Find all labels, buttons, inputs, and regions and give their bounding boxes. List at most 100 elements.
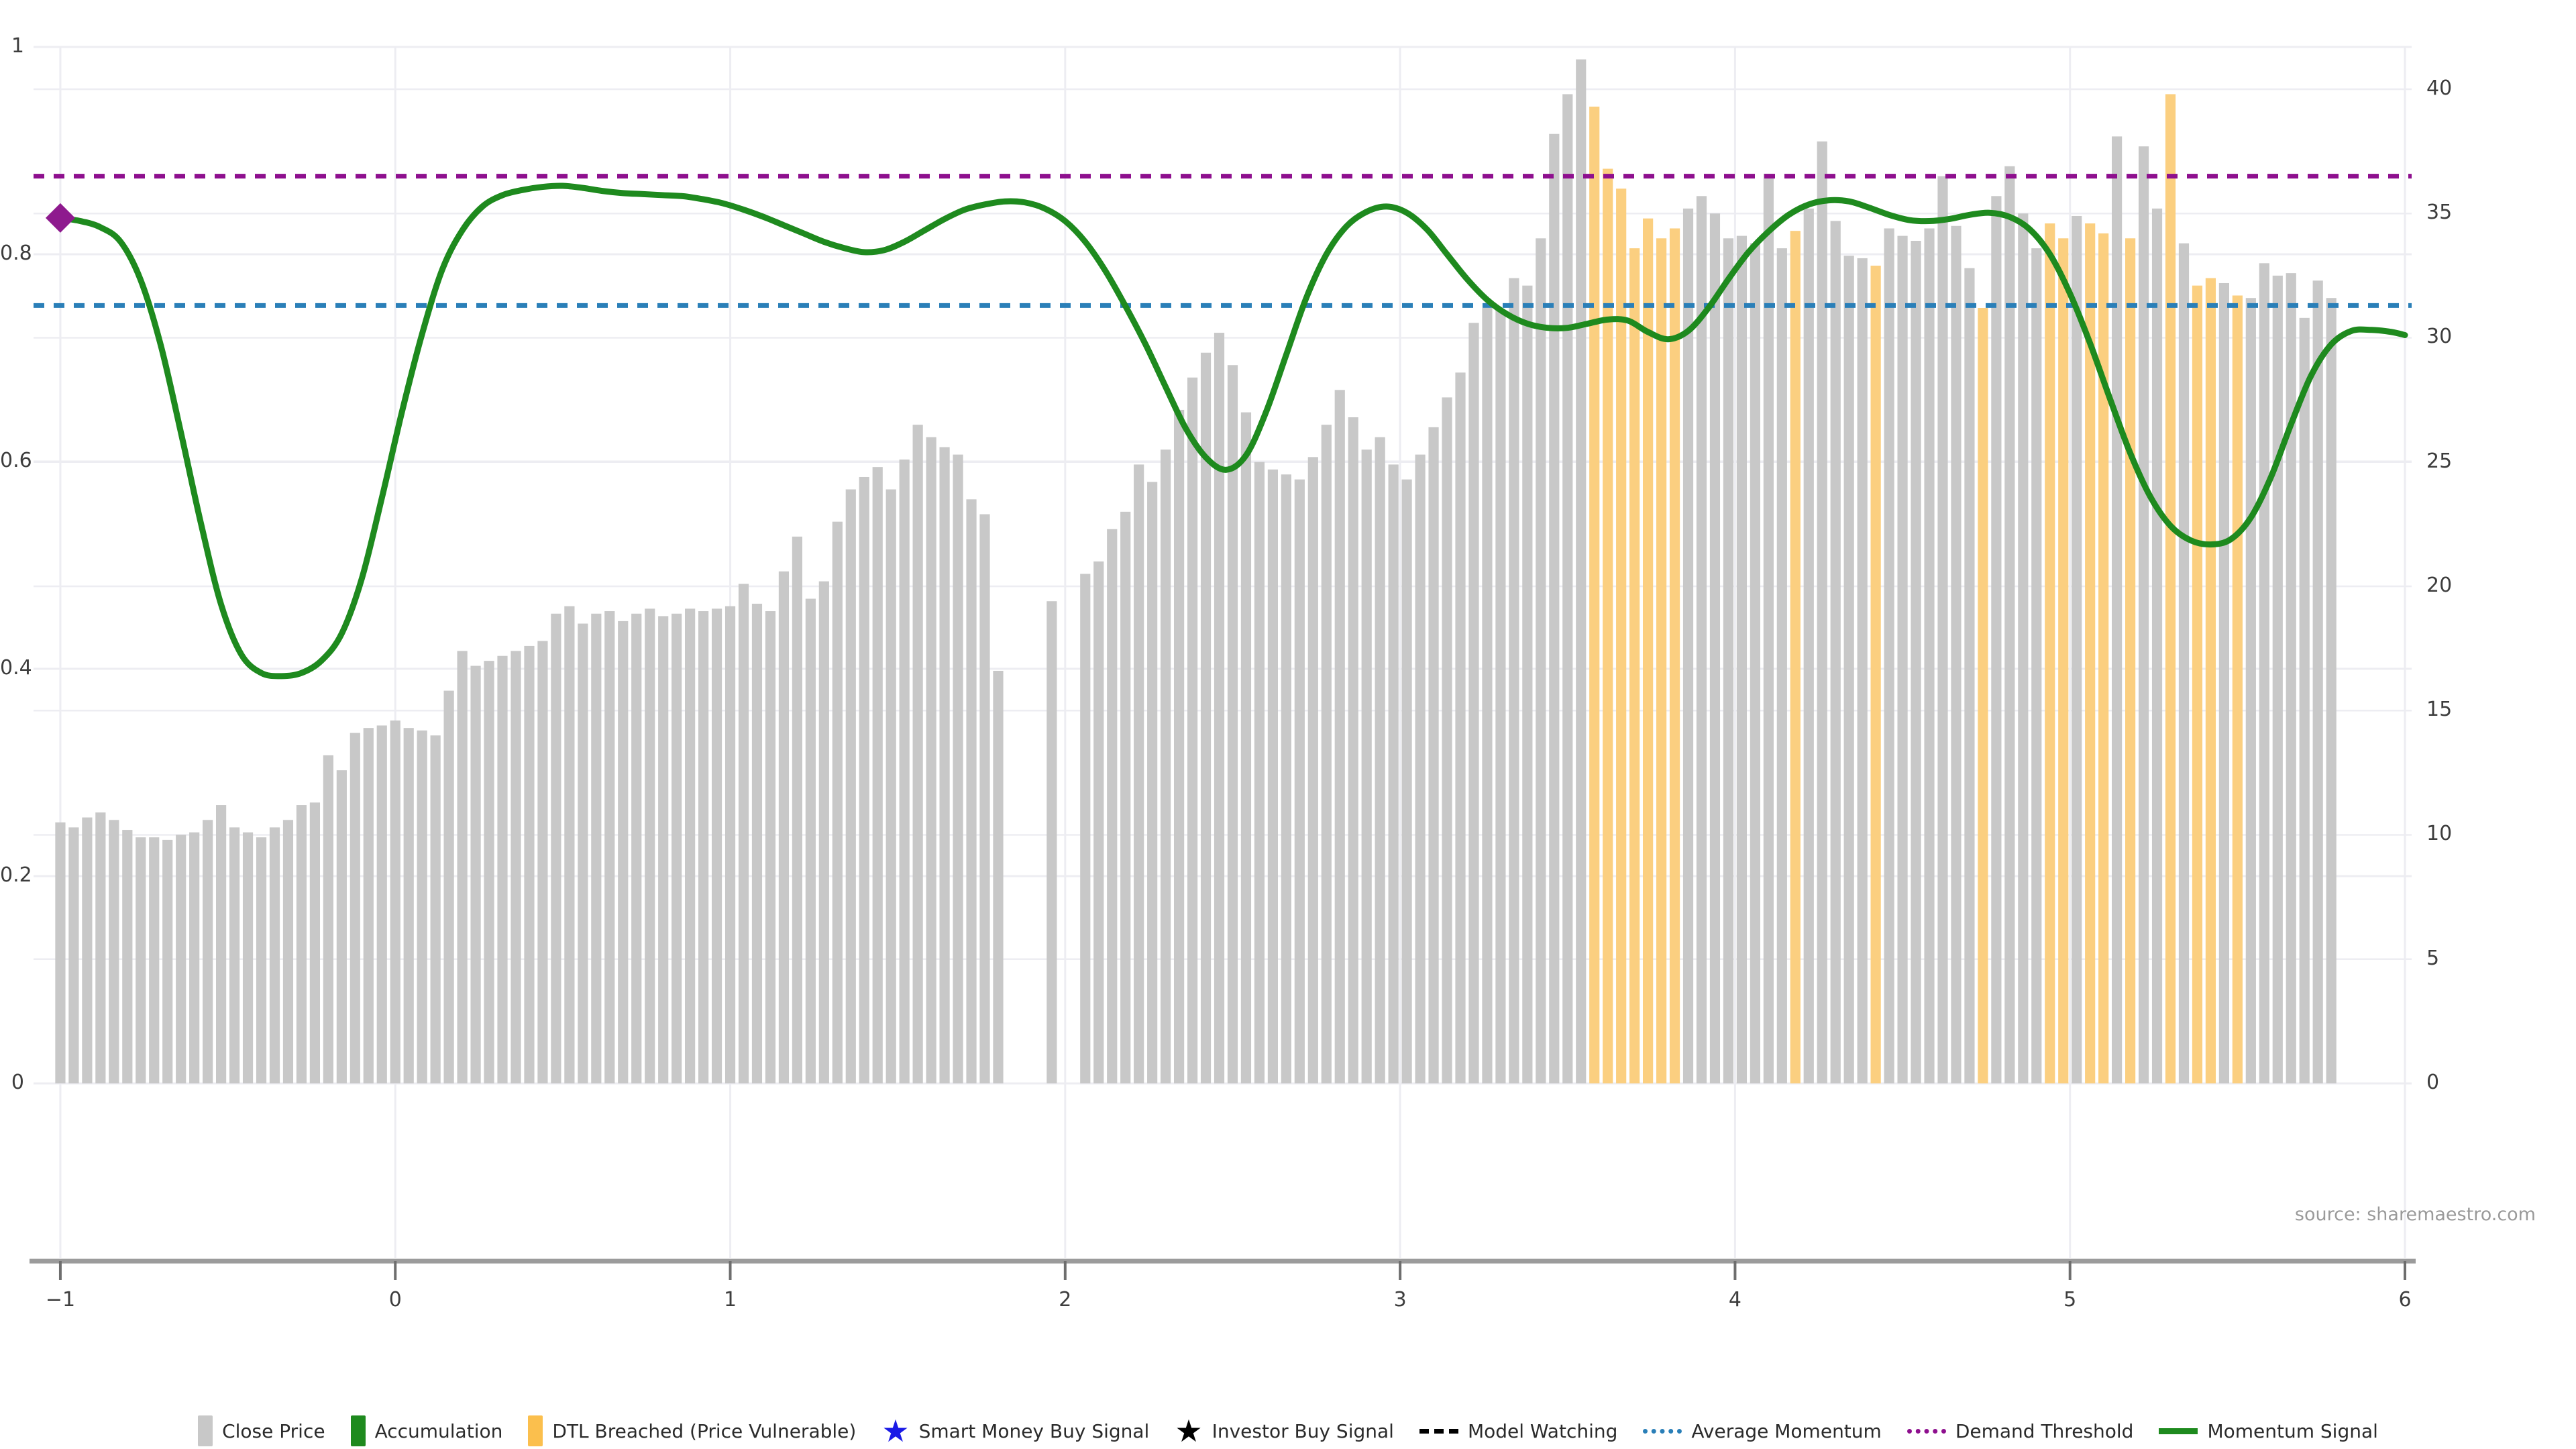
legend-item-accumulation[interactable]: Accumulation: [350, 1415, 503, 1446]
bar-close-price: [2112, 136, 2123, 1083]
bar-close-price: [618, 621, 629, 1083]
legend-item-momentum-signal[interactable]: Momentum Signal: [2159, 1420, 2378, 1442]
source-note: source: sharemaestro.com: [2294, 1204, 2536, 1225]
legend-item-model-watching[interactable]: Model Watching: [1419, 1420, 1617, 1442]
bar-close-price: [724, 606, 736, 1083]
bar-dtl-breached: [1978, 308, 1988, 1083]
bar-close-price: [939, 447, 950, 1083]
bar-dtl-breached: [2205, 278, 2216, 1083]
legend-bar-swatch-icon: [198, 1415, 213, 1446]
bar-dtl-breached: [1629, 248, 1640, 1083]
bar-close-price: [2218, 282, 2229, 1084]
y-axis-left-tick-label: 0: [11, 1071, 24, 1094]
bar-close-price: [751, 603, 763, 1083]
bar-close-price: [1046, 601, 1057, 1083]
bar-close-price: [2286, 273, 2296, 1084]
bar-close-price: [511, 651, 521, 1083]
bar-close-price: [1428, 427, 1439, 1083]
bar-close-price: [1348, 417, 1358, 1083]
bar-close-price: [1334, 390, 1345, 1084]
bar-close-price: [2178, 243, 2190, 1083]
bar-close-price: [591, 613, 602, 1083]
bar-close-price: [1897, 235, 1908, 1083]
bar-close-price: [1134, 464, 1144, 1083]
bar-close-price: [899, 460, 910, 1083]
bar-close-price: [604, 611, 615, 1083]
bar-close-price: [2272, 275, 2283, 1084]
bar-close-price: [926, 437, 936, 1083]
bar-close-price: [1509, 278, 1519, 1083]
bar-close-price: [1857, 258, 1868, 1083]
bar-close-price: [1442, 397, 1452, 1083]
bar-close-price: [2245, 298, 2256, 1083]
bar-dtl-breached: [1603, 168, 1613, 1084]
legend-item-label: Accumulation: [374, 1419, 503, 1442]
legend-item-close-price[interactable]: Close Price: [198, 1415, 325, 1446]
dotted-line-icon: [1907, 1428, 1946, 1434]
bar-close-price: [953, 454, 963, 1083]
bar-close-price: [631, 613, 642, 1083]
bar-close-price: [323, 755, 333, 1083]
x-axis-tick-label: 5: [2063, 1288, 2077, 1311]
star-icon: ★: [1175, 1413, 1203, 1449]
bar-close-price: [2018, 213, 2029, 1083]
legend-item-label: Model Watching: [1467, 1419, 1618, 1442]
bar-close-price: [1937, 176, 1948, 1083]
bar-close-price: [1375, 437, 1385, 1083]
bar-close-price: [2259, 263, 2269, 1083]
legend-item-investor-buy-signal[interactable]: ★ Investor Buy Signal: [1175, 1413, 1394, 1449]
star-icon: ★: [881, 1413, 910, 1449]
bar-close-price: [309, 802, 321, 1083]
legend-item-smart-money-buy-signal[interactable]: ★ Smart Money Buy Signal: [881, 1413, 1149, 1449]
bar-close-price: [1120, 511, 1131, 1083]
y-axis-left-tick-label: 0.4: [0, 656, 32, 680]
bar-close-price: [1951, 225, 1962, 1084]
bar-close-price: [1187, 377, 1198, 1083]
bar-close-price: [363, 728, 374, 1083]
bar-close-price: [818, 581, 829, 1083]
bar-close-price: [430, 735, 441, 1083]
bar-dtl-breached: [1669, 228, 1680, 1083]
bar-close-price: [765, 611, 776, 1083]
bar-close-price: [68, 827, 79, 1083]
bar-close-price: [457, 651, 468, 1083]
legend-item-demand-threshold[interactable]: Demand Threshold: [1907, 1419, 2134, 1442]
x-axis-tick-label: 0: [388, 1288, 402, 1311]
bar-close-price: [149, 837, 160, 1083]
bar-close-price: [122, 830, 133, 1083]
bar-close-price: [203, 820, 213, 1083]
bar-close-price: [176, 835, 186, 1083]
bar-close-price: [417, 730, 427, 1083]
bar-dtl-breached: [2125, 238, 2136, 1083]
bar-close-price: [564, 606, 575, 1083]
bar-close-price: [55, 822, 66, 1083]
x-axis-tick-label: 1: [723, 1288, 737, 1311]
bar-close-price: [1817, 141, 1827, 1083]
legend-item-label: Average Momentum: [1691, 1419, 1882, 1442]
bar-close-price: [1240, 412, 1252, 1083]
bar-close-price: [1522, 285, 1533, 1083]
legend-item-label: Close Price: [222, 1419, 325, 1442]
bar-close-price: [390, 720, 400, 1083]
bar-close-price: [1468, 323, 1479, 1083]
bar-close-price: [82, 817, 93, 1083]
bar-close-price: [1776, 248, 1787, 1083]
bar-close-price: [216, 805, 227, 1083]
bar-close-price: [885, 489, 896, 1083]
bar-close-price: [1843, 256, 1854, 1083]
bar-close-price: [551, 613, 561, 1083]
legend-item-label: Demand Threshold: [1955, 1419, 2134, 1442]
bar-close-price: [658, 616, 669, 1083]
bar-close-price: [1307, 457, 1318, 1083]
demand-threshold-start-marker: [45, 203, 75, 233]
bar-close-price: [1254, 462, 1265, 1083]
bar-close-price: [2138, 146, 2149, 1084]
legend-item-average-momentum[interactable]: Average Momentum: [1643, 1419, 1882, 1442]
bar-close-price: [1214, 333, 1225, 1084]
y-axis-left-tick-label: 0.8: [0, 241, 32, 265]
legend-item-dtl-breached-price-vulnerable[interactable]: DTL Breached (Price Vulnerable): [528, 1415, 856, 1446]
bar-close-price: [1723, 238, 1734, 1083]
momentum-signal-line: [57, 182, 2408, 680]
